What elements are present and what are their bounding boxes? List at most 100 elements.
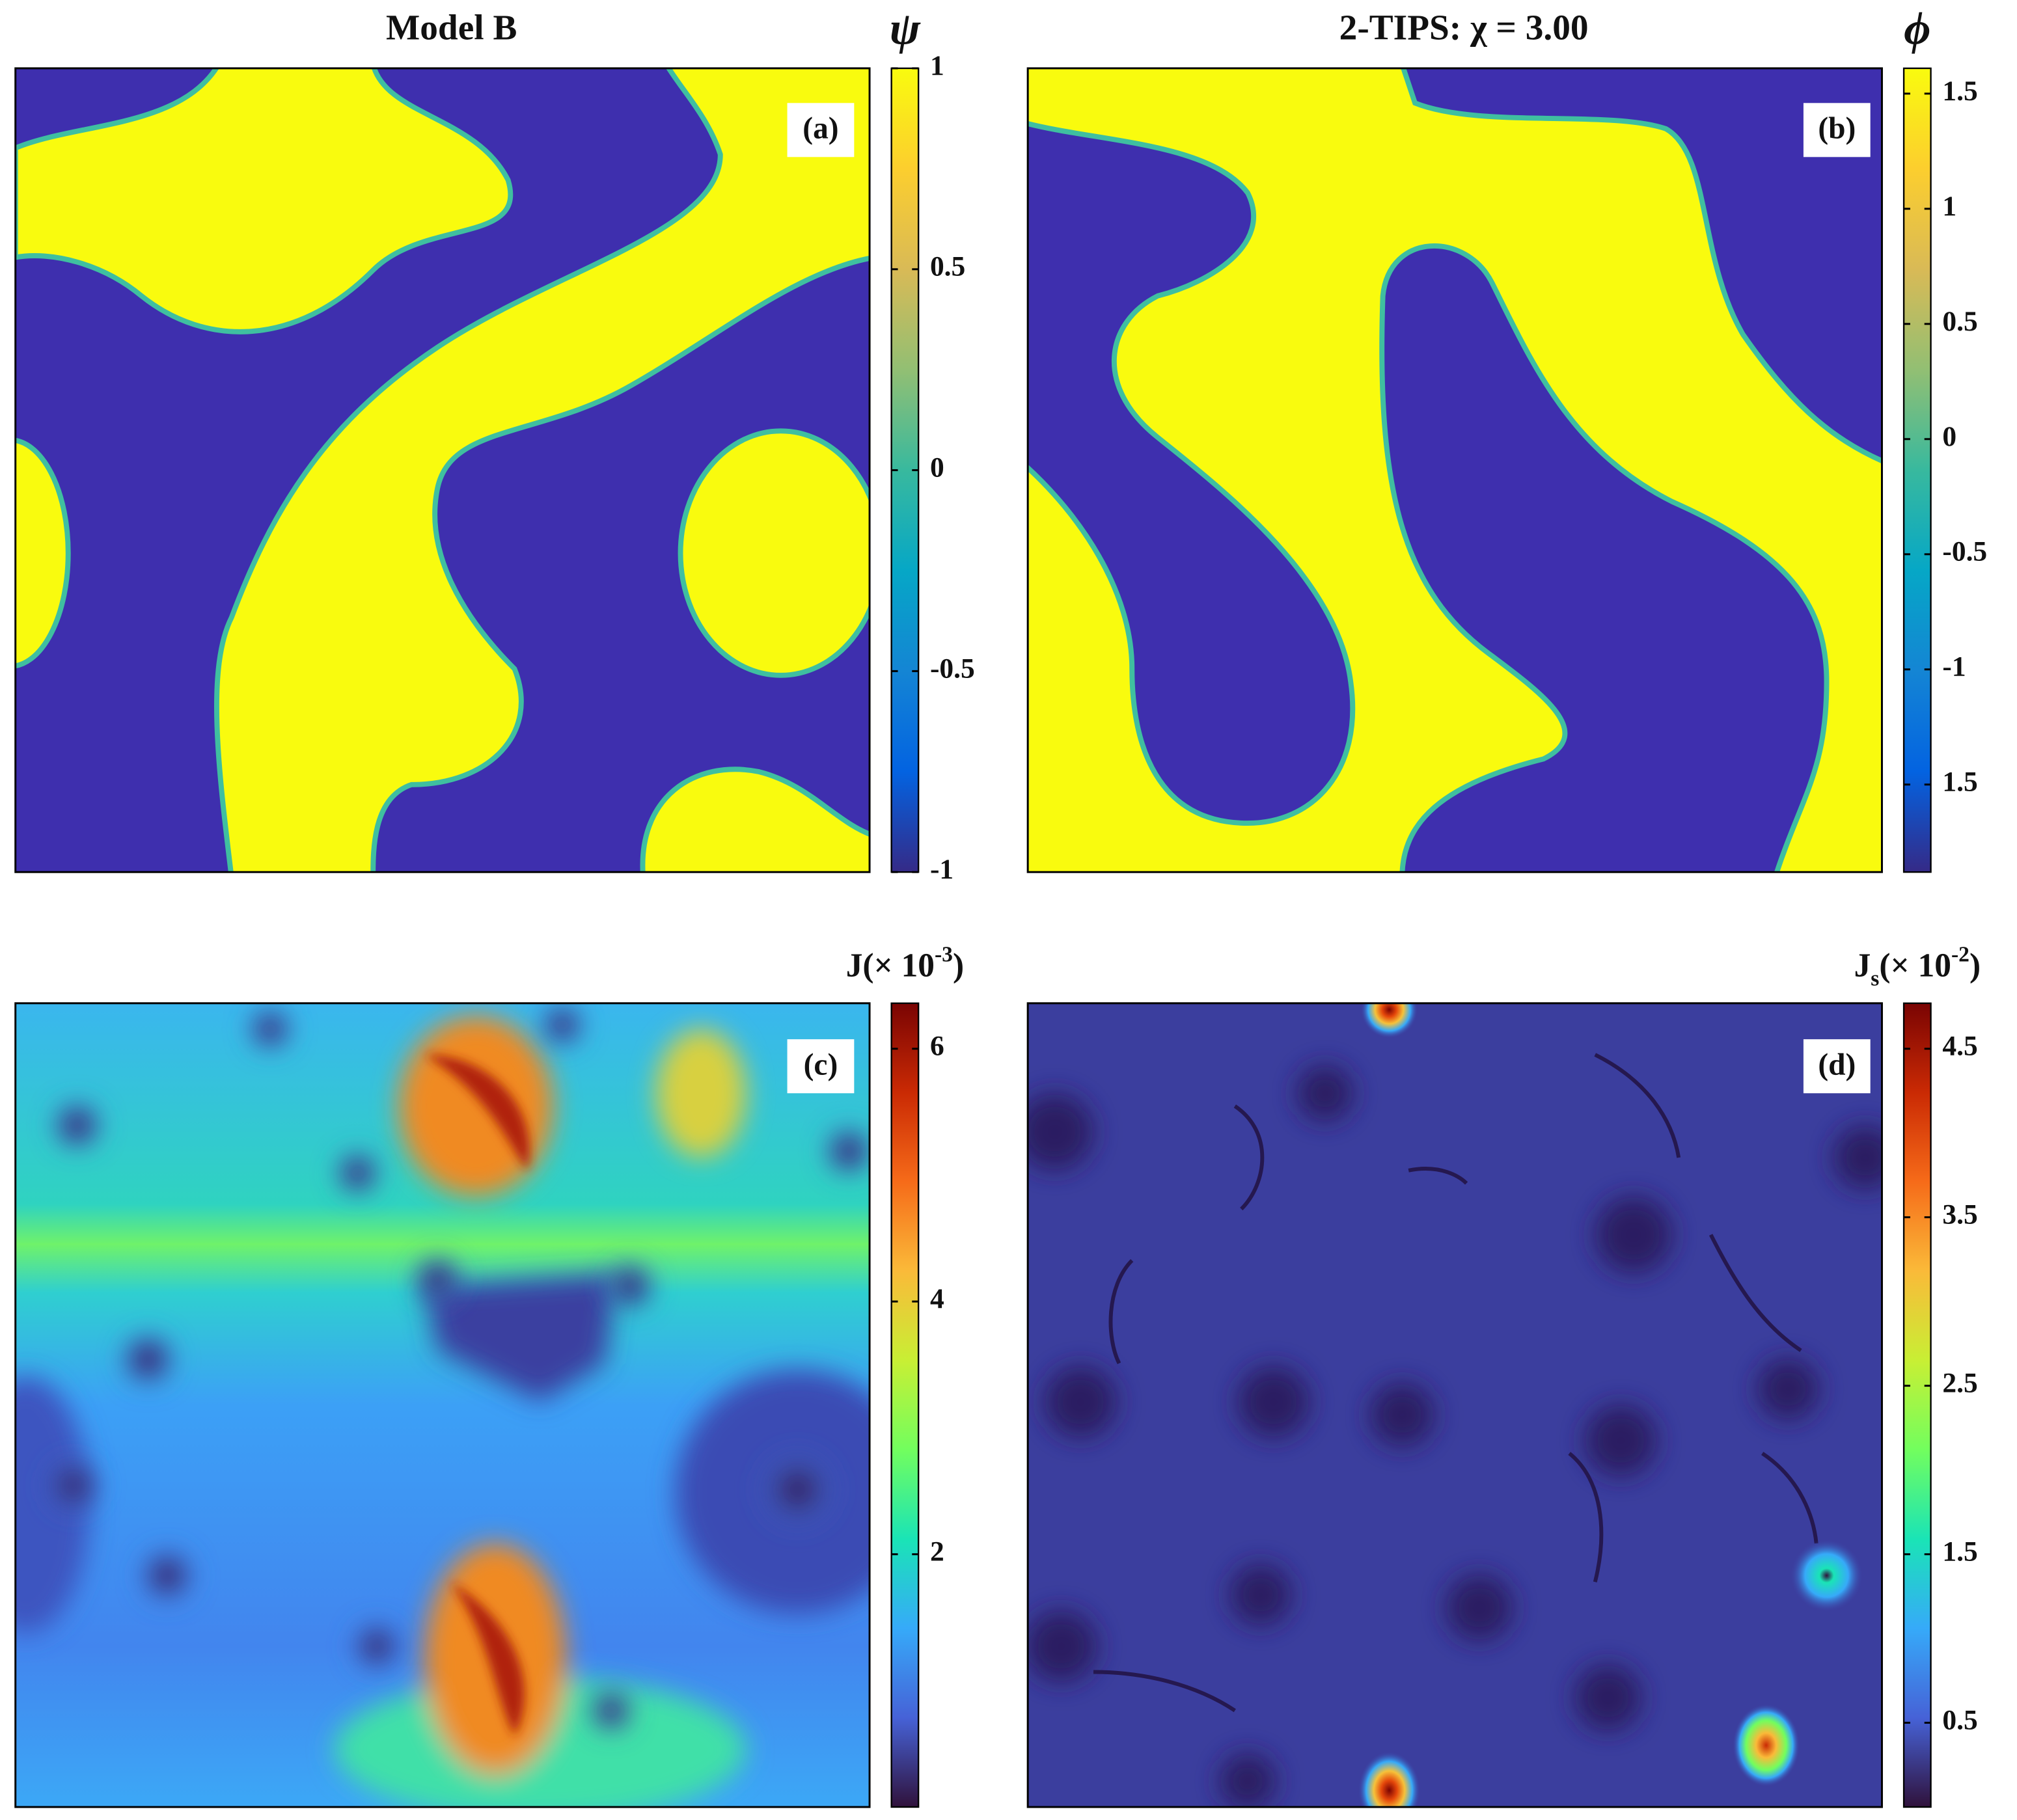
domain — [1401, 68, 1882, 464]
panel-label: (d) — [1818, 1048, 1856, 1082]
frame — [14, 1002, 871, 1808]
spot — [1369, 1382, 1434, 1447]
colorbar-tick-label: 1.5 — [1942, 1536, 1977, 1568]
chart-title: Model B — [386, 7, 517, 47]
colorbar-tick-label: 0.5 — [930, 251, 965, 282]
phase-domains — [15, 68, 870, 873]
label-box — [787, 1039, 855, 1094]
panel-label: (b) — [1818, 112, 1856, 146]
hot-spot — [1733, 1704, 1800, 1787]
crescent — [424, 1054, 530, 1171]
spot — [1044, 1366, 1117, 1438]
spot — [604, 1260, 656, 1312]
spot — [539, 1003, 586, 1048]
spot — [51, 1100, 103, 1152]
colorbar-label-part: -3 — [935, 943, 953, 967]
spot — [351, 1620, 403, 1672]
colorbar-label-part: ) — [953, 947, 964, 984]
spot — [1219, 1753, 1276, 1808]
field-a — [15, 68, 870, 873]
dark-spots — [45, 1003, 870, 1734]
colorbar — [1902, 67, 1932, 873]
colorbar-tick-label: 6 — [930, 1031, 944, 1062]
colorbar-tick-label: 0 — [930, 452, 944, 483]
spot — [247, 1005, 294, 1052]
field-d — [1028, 1003, 1882, 1808]
colorbar-tick-label: 1.5 — [1942, 767, 1977, 798]
spot — [1595, 1196, 1673, 1273]
colorbar-label-part: ψ — [890, 4, 921, 55]
field-b — [1028, 68, 1882, 873]
colorbar-label-part: ) — [1969, 947, 1981, 984]
arc — [1568, 1452, 1604, 1582]
colorbar-tick-label: 3.5 — [1942, 1199, 1977, 1230]
hot-spot — [1361, 1003, 1418, 1039]
colorbar-label-part: J(× 10 — [846, 947, 935, 984]
arc — [1233, 1104, 1265, 1211]
colorbar-tick-label: 0.5 — [1942, 1705, 1977, 1736]
feature — [398, 1016, 553, 1197]
colorbar-label-part: s — [1871, 967, 1879, 991]
field-background — [1028, 1003, 1882, 1808]
colorbar-label-part: -2 — [1951, 943, 1969, 967]
chart-title: 2-TIPS: χ = 3.00 — [1339, 7, 1589, 47]
colorbar-label: ϕ — [1904, 4, 1930, 55]
spot — [45, 1457, 102, 1514]
spot — [1446, 1574, 1513, 1642]
frame — [1026, 67, 1883, 873]
dark-spots — [1028, 1065, 1882, 1808]
spot — [1237, 1366, 1310, 1438]
colorbar-tick-label: 4.5 — [1942, 1031, 1977, 1062]
spot — [1297, 1065, 1354, 1122]
spot — [1574, 1664, 1641, 1732]
frame — [14, 67, 871, 873]
spot — [119, 1331, 176, 1388]
colorbar-tick-label: 1 — [930, 50, 944, 81]
phase-domains — [1028, 68, 1882, 873]
arc — [1093, 1670, 1236, 1713]
spot — [1028, 1093, 1093, 1171]
colorbar-tick-label: 2.5 — [1942, 1368, 1977, 1399]
arc — [1708, 1234, 1802, 1352]
domain — [1028, 120, 1356, 826]
colorbar-tick-label: -1 — [1942, 651, 1966, 683]
hot-crescents — [424, 1054, 530, 1737]
colorbar-tick-label: 0 — [1942, 421, 1956, 452]
label-box — [1803, 1039, 1871, 1094]
spot — [1833, 1125, 1882, 1190]
spot — [139, 1547, 196, 1604]
arc — [1761, 1452, 1818, 1544]
arc — [1108, 1258, 1134, 1365]
colorbar-label-part: J — [1854, 947, 1871, 984]
colorbar-tick-label: 1 — [1942, 191, 1956, 222]
colorbar-tick-label: 0.5 — [1942, 306, 1977, 337]
domain — [1379, 243, 1830, 873]
spot — [823, 1125, 870, 1177]
feature — [655, 1029, 747, 1158]
colorbar-tick-label: -0.5 — [1942, 536, 1987, 567]
colorbar-label-part: (× 10 — [1879, 947, 1951, 984]
colorbar — [890, 1002, 920, 1808]
hot-spot — [1358, 1752, 1420, 1808]
spot — [1229, 1564, 1292, 1626]
colorbar-tick-label: 1.5 — [1942, 75, 1977, 107]
panel-label: (a) — [803, 112, 838, 146]
spot — [334, 1150, 381, 1197]
colorbar-label: ψ — [890, 4, 921, 55]
crescent — [450, 1582, 525, 1737]
label-box — [1803, 103, 1871, 157]
colorbar-label-part: ϕ — [1904, 4, 1930, 55]
domain — [640, 767, 870, 873]
domain — [15, 437, 71, 669]
panel-label: (c) — [804, 1048, 838, 1082]
spot — [1757, 1358, 1819, 1420]
domain — [678, 428, 870, 678]
domain — [15, 68, 514, 334]
colorbar-tick-label: -0.5 — [930, 653, 975, 684]
spot — [1584, 1404, 1657, 1477]
arc — [1408, 1167, 1468, 1185]
feature — [424, 1273, 618, 1402]
label-boxes — [787, 103, 1871, 1094]
arc — [1594, 1053, 1681, 1158]
